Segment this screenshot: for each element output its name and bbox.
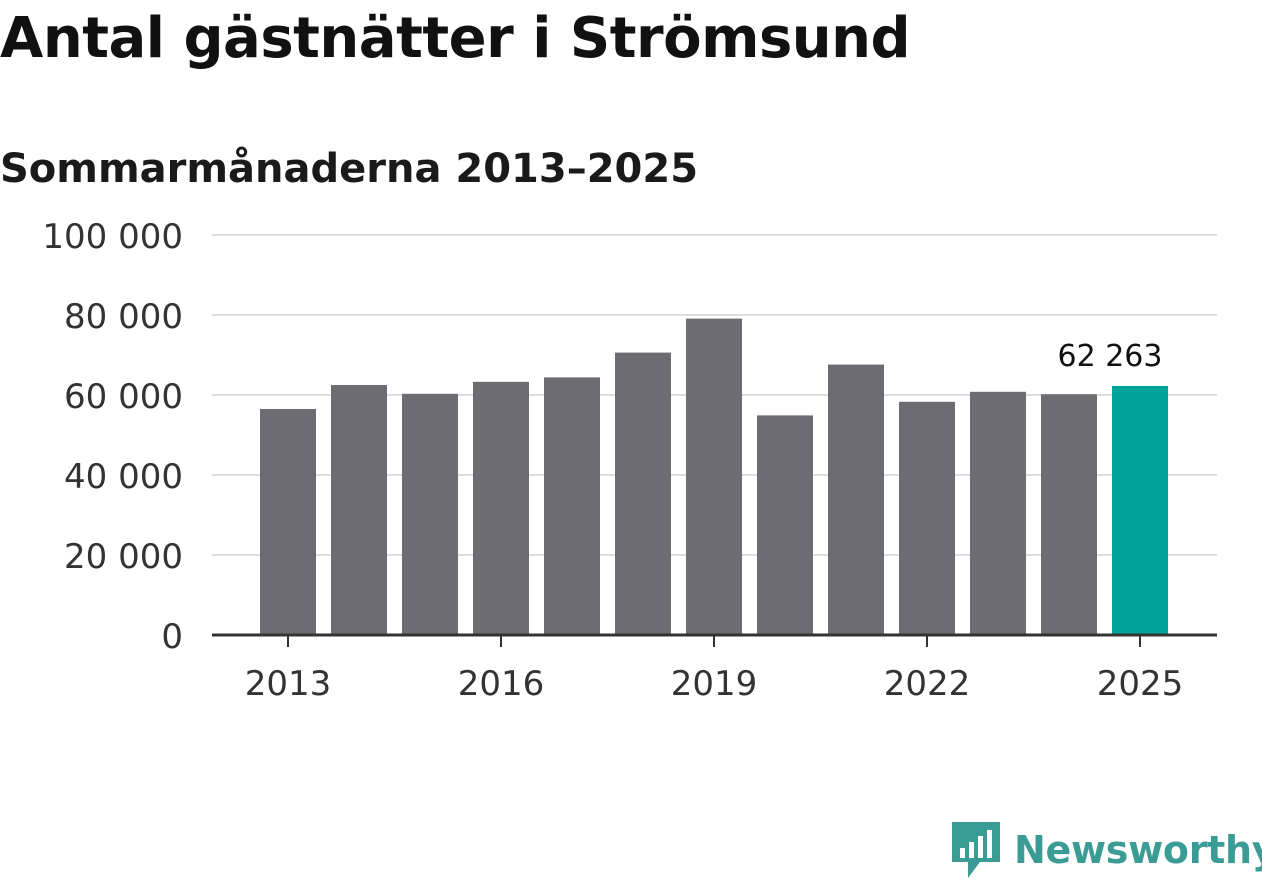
bar-2019 (686, 318, 742, 635)
y-tick-label: 20 000 (64, 537, 183, 577)
bar-2020 (757, 415, 813, 635)
bar-2023 (970, 391, 1026, 635)
bar-2016 (473, 381, 529, 635)
bar-2014 (331, 385, 387, 635)
bar-2013 (260, 409, 316, 635)
bar-2017 (544, 377, 600, 635)
bar-2022 (899, 401, 955, 635)
y-tick-label: 40 000 (64, 457, 183, 497)
x-tick-label: 2019 (671, 664, 758, 704)
bars (260, 318, 1168, 635)
y-axis-ticks: 0 20 000 40 000 60 000 80 000 100 000 (42, 217, 183, 657)
chart-subtitle: Sommarmånaderna 2013–2025 (0, 146, 699, 192)
y-tick-label: 0 (161, 617, 183, 657)
x-tick-label: 2013 (245, 664, 332, 704)
y-tick-label: 100 000 (42, 217, 183, 257)
bar-2018 (615, 352, 671, 635)
newsworthy-logo-icon (952, 822, 1000, 878)
x-tick-label: 2025 (1097, 664, 1184, 704)
x-tick-label: 2016 (458, 664, 545, 704)
chart-title: Antal gästnätter i Strömsund (0, 6, 911, 71)
bar-2021 (828, 364, 884, 635)
brand-logo: Newsworthy (950, 820, 1262, 880)
x-axis-ticks: 2013 2016 2019 2022 2025 (245, 635, 1184, 704)
data-labels: 62 263 (1058, 339, 1163, 374)
y-tick-label: 80 000 (64, 297, 183, 337)
bar-2015 (402, 393, 458, 635)
y-tick-label: 60 000 (64, 377, 183, 417)
brand-name: Newsworthy (1014, 828, 1262, 872)
bar-2024 (1041, 394, 1097, 635)
x-tick-label: 2022 (884, 664, 971, 704)
data-label: 62 263 (1058, 339, 1163, 374)
bar-2025 (1112, 385, 1168, 635)
